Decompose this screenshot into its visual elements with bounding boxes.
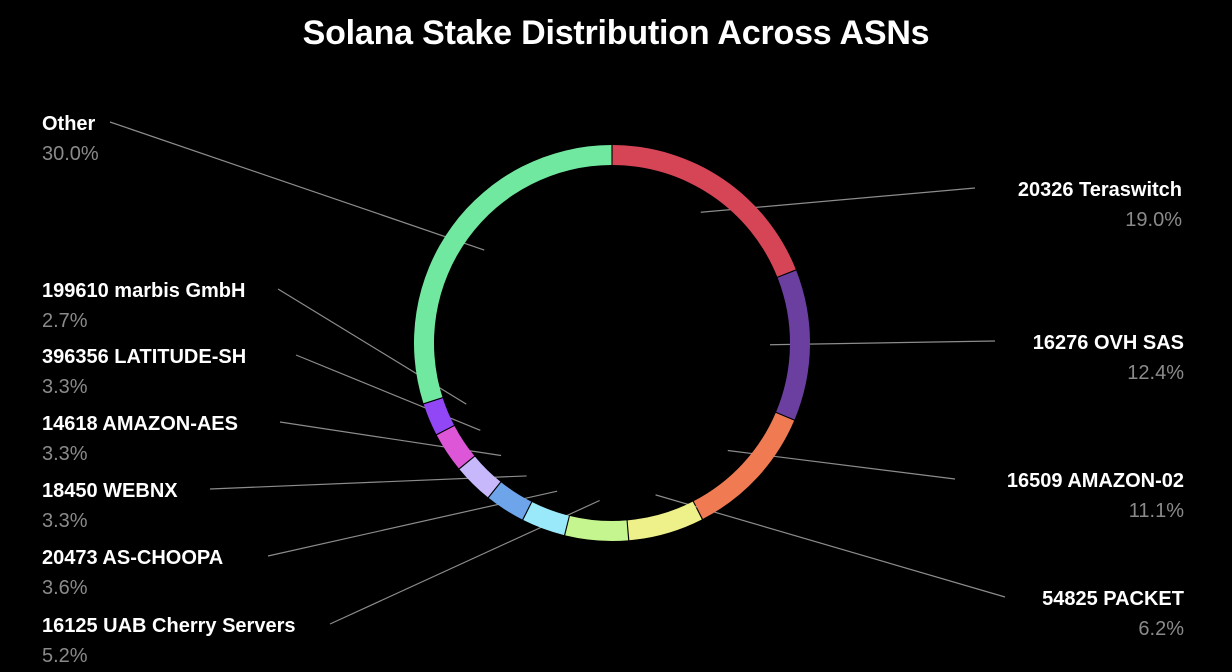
slice-label-16276-ovh-sas: 16276 OVH SAS [1033, 332, 1184, 354]
slice-percent-16509-amazon-02: 11.1% [1129, 500, 1184, 522]
slice-percent-14618-amazon-aes: 3.3% [42, 443, 88, 465]
donut-slices [414, 145, 811, 541]
slice-other [414, 145, 612, 404]
slice-14618-amazon-aes [459, 456, 501, 498]
slice-percent-54825-packet: 6.2% [1138, 618, 1184, 640]
slice-396356-latitude-sh [436, 425, 475, 469]
slice-percent-16125-uab-cherry-servers: 5.2% [42, 645, 88, 667]
slice-label-396356-latitude-sh: 396356 LATITUDE-SH [42, 346, 246, 368]
slice-18450-webnx [488, 482, 532, 520]
slice-percent-20473-as-choopa: 3.6% [42, 577, 88, 599]
slice-label-other: Other [42, 113, 96, 135]
slice-label-16125-uab-cherry-servers: 16125 UAB Cherry Servers [42, 615, 296, 637]
leader-lines [109, 121, 1006, 625]
slice-16125-uab-cherry-servers [565, 515, 629, 541]
chart-title: Solana Stake Distribution Across ASNs [302, 14, 930, 52]
slice-54825-packet [627, 501, 702, 541]
slice-percent-other: 30.0% [42, 143, 99, 165]
slice-percent-18450-webnx: 3.3% [42, 510, 88, 532]
slice-label-16509-amazon-02: 16509 AMAZON-02 [1007, 470, 1184, 492]
slice-percent-20326-teraswitch: 19.0% [1125, 209, 1182, 231]
slice-label-14618-amazon-aes: 14618 AMAZON-AES [42, 413, 238, 435]
leader-line-other [109, 121, 485, 251]
slice-label-20326-teraswitch: 20326 Teraswitch [1018, 179, 1182, 201]
slice-16276-ovh-sas [776, 270, 811, 420]
slice-percent-16276-ovh-sas: 12.4% [1127, 362, 1184, 384]
slice-percent-396356-latitude-sh: 3.3% [42, 376, 88, 398]
slice-label-54825-packet: 54825 PACKET [1042, 588, 1184, 610]
slice-16509-amazon-02 [693, 412, 795, 519]
slice-label-20473-as-choopa: 20473 AS-CHOOPA [42, 547, 223, 569]
slice-20473-as-choopa [523, 502, 569, 536]
slice-199610-marbis-gmbh [423, 398, 455, 435]
slice-labels: 20326 Teraswitch 19.0% 16276 OVH SAS 12.4% 1… [42, 113, 1184, 667]
slice-20326-teraswitch [612, 145, 796, 277]
slice-label-18450-webnx: 18450 WEBNX [42, 480, 178, 502]
slice-label-199610-marbis-gmbh: 199610 marbis GmbH [42, 280, 245, 302]
slice-percent-199610-marbis-gmbh: 2.7% [42, 310, 88, 332]
leader-line-396356-latitude-sh [295, 354, 481, 431]
